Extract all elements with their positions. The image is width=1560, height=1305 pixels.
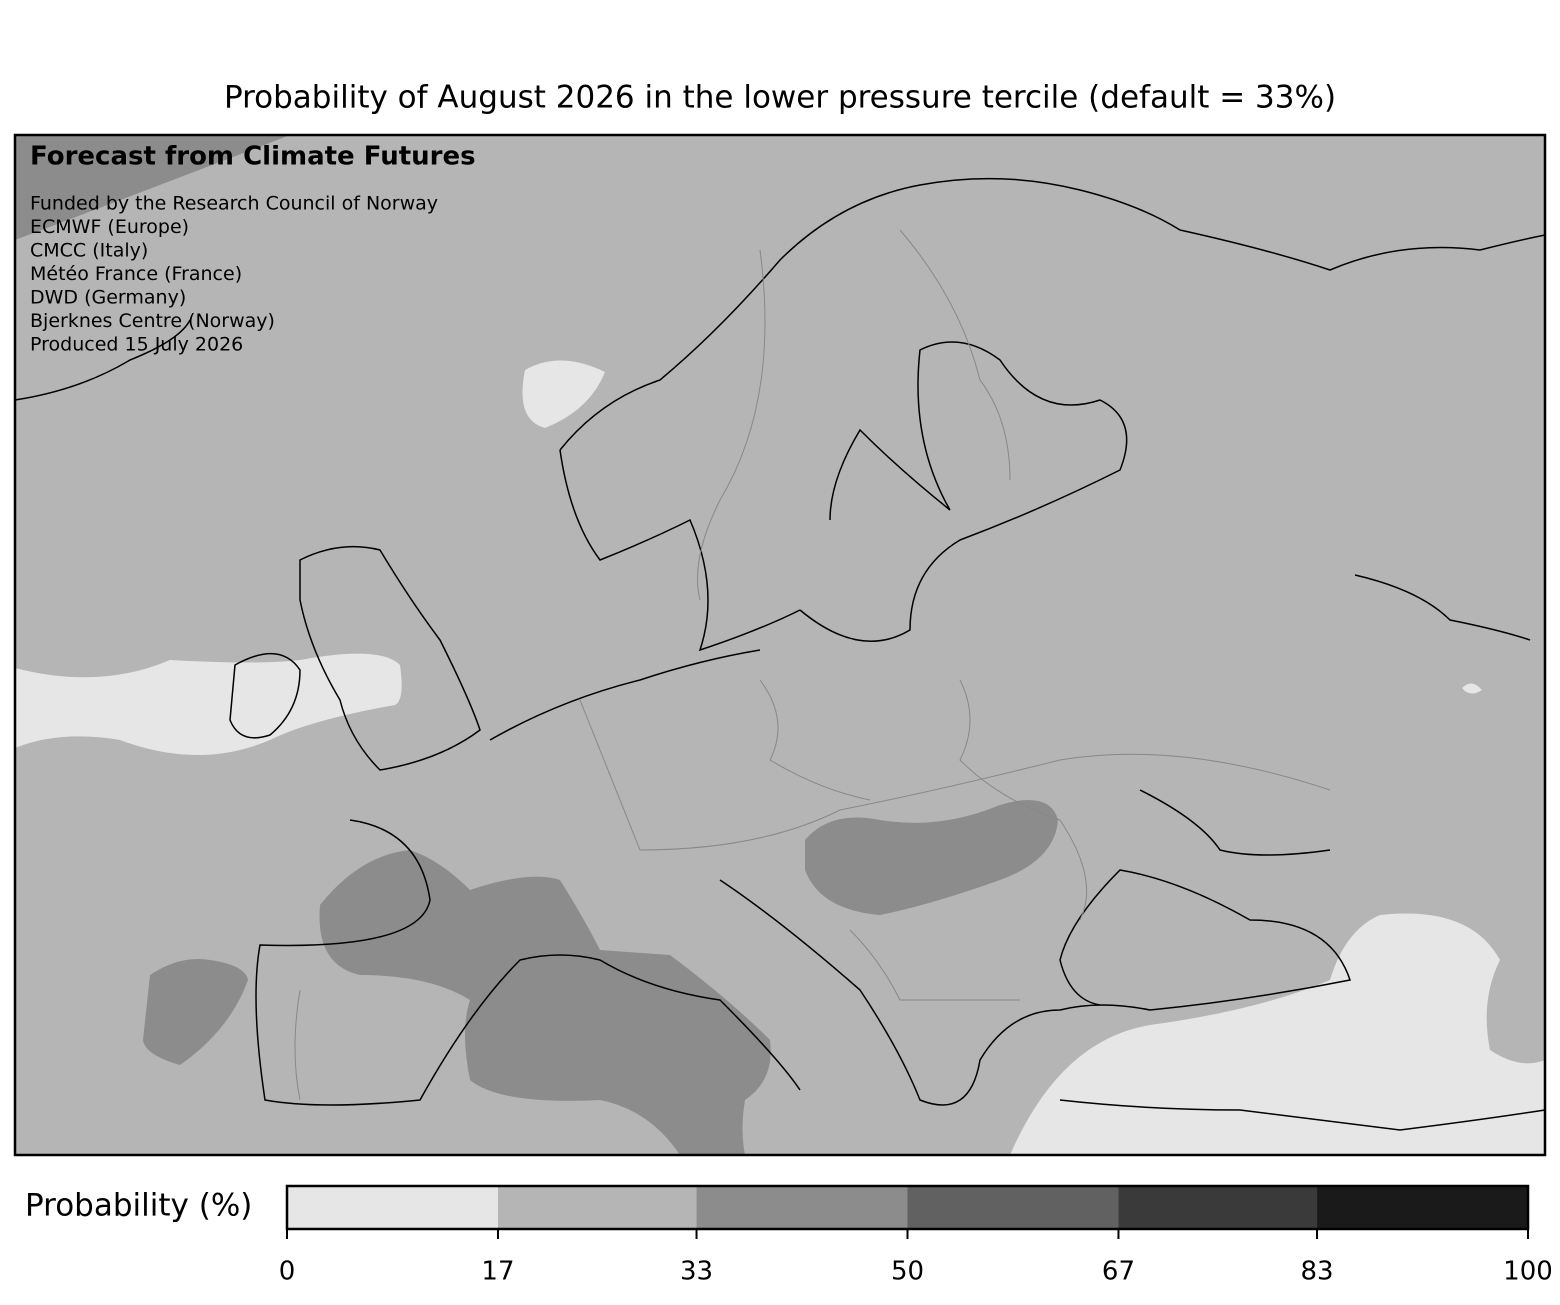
map-background xyxy=(15,135,1545,1155)
annotation-line: Météo France (France) xyxy=(30,263,242,285)
colorbar-segment xyxy=(497,1186,697,1229)
annotation-line: Bjerknes Centre (Norway) xyxy=(30,310,275,332)
colorbar-segment xyxy=(907,1186,1119,1229)
colorbar-tick-label: 50 xyxy=(891,1257,924,1287)
annotation-line: Produced 15 July 2026 xyxy=(30,334,243,356)
region xyxy=(522,360,605,428)
border xyxy=(294,229,1331,1101)
region xyxy=(805,800,1058,915)
colorbar-segment xyxy=(696,1186,908,1229)
coastline xyxy=(14,177,1546,1131)
annotation-line: Funded by the Research Council of Norway xyxy=(30,193,438,215)
colorbar: 0 17 33 50 67 83 100 xyxy=(279,1184,1553,1287)
annotation-line: ECMWF (Europe) xyxy=(30,216,189,238)
colorbar-tick-label: 67 xyxy=(1102,1257,1135,1287)
annotation-line: CMCC (Italy) xyxy=(30,240,148,262)
region xyxy=(1462,683,1482,694)
map-frame xyxy=(13,133,1547,1157)
map-title: Probability of August 2026 in the lower … xyxy=(224,80,1336,116)
colorbar-tick-label: 100 xyxy=(1503,1257,1553,1287)
region xyxy=(15,135,290,240)
colorbar-label: Probability (%) xyxy=(25,1188,252,1224)
colorbar-tick-label: 0 xyxy=(279,1257,296,1287)
region xyxy=(319,850,771,1155)
annotation-heading: Forecast from Climate Futures xyxy=(30,142,476,172)
region xyxy=(143,959,248,1065)
annotation-line: DWD (Germany) xyxy=(30,287,186,309)
colorbar-tick-label: 83 xyxy=(1300,1257,1333,1287)
annotation: Funded by the Research Council of Norway… xyxy=(30,193,438,356)
region xyxy=(15,653,402,755)
colorbar-segment xyxy=(287,1186,498,1229)
colorbar-segment xyxy=(1317,1186,1528,1229)
colorbar-tick-label: 33 xyxy=(680,1257,713,1287)
map: Forecast from Climate Futures Funded by … xyxy=(13,133,1547,1157)
colorbar-tick-label: 17 xyxy=(481,1257,514,1287)
region xyxy=(1010,913,1545,1155)
colorbar-segment xyxy=(1118,1186,1318,1229)
